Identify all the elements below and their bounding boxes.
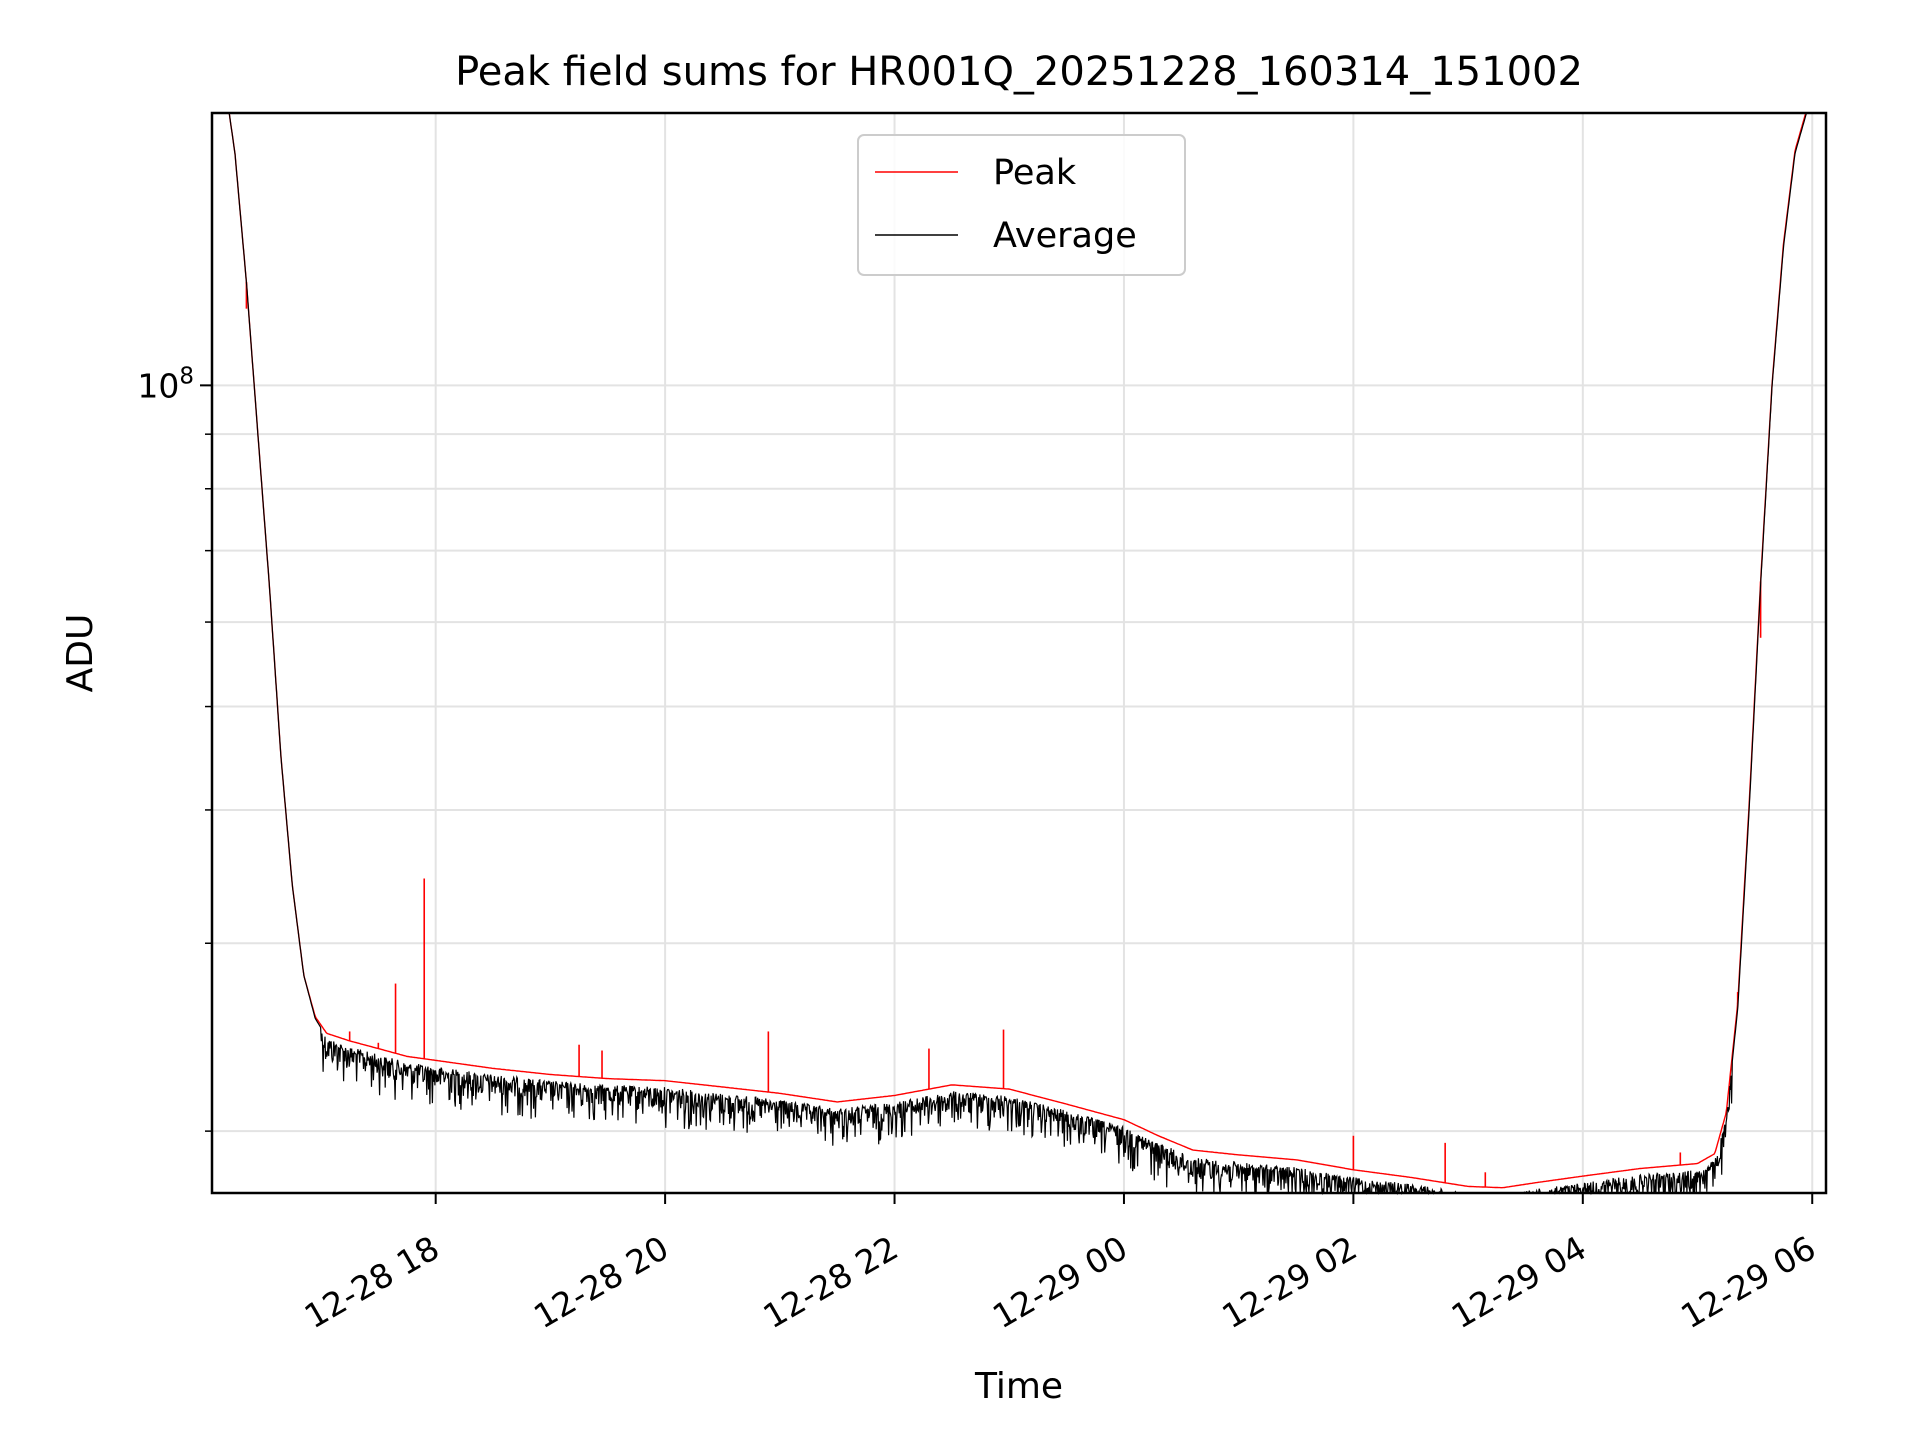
chart-title: Peak field sums for HR001Q_20251228_1603…	[455, 49, 1583, 95]
legend-label-peak: Peak	[993, 153, 1077, 193]
y-tick-label: 108	[137, 363, 194, 405]
series-average-line	[212, 112, 1826, 1196]
y-axis-label: ADU	[60, 614, 101, 693]
legend: Peak Average	[857, 134, 1186, 276]
legend-box	[857, 134, 1186, 276]
grid	[212, 113, 1826, 1193]
x-axis-label: Time	[974, 1366, 1063, 1407]
series-peak-line	[212, 112, 1826, 1189]
plot-series	[212, 112, 1826, 1196]
plot-frame	[210, 111, 1828, 1195]
legend-label-average: Average	[993, 216, 1137, 256]
